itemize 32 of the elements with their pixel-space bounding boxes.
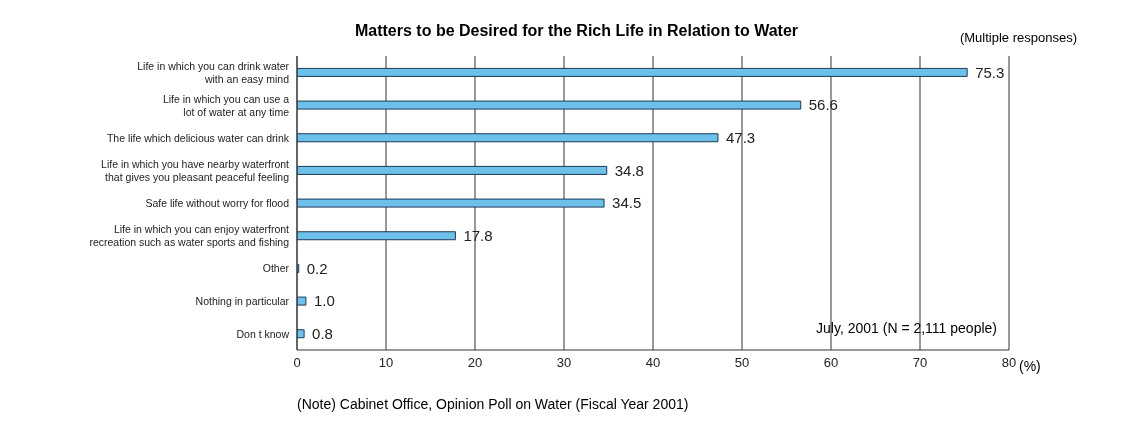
y-tick-label: The life which delicious water can drink — [106, 131, 290, 144]
x-tick-label: 30 — [556, 355, 572, 371]
y-tick-label: Don t know — [236, 327, 290, 340]
x-tick-label: 0 — [293, 355, 301, 371]
text: (Note) Cabinet Office, Opinion Poll on Water (Fiscal Year 2001) — [297, 396, 689, 412]
annotation: July, 2001 (N = 2,111 people) — [816, 320, 997, 336]
y-tick-label: Life in which you can enjoy waterfront recreation such as water sports and fishing — [89, 223, 290, 249]
y-tick-label: Life in which you can use a lot of water at any time — [162, 92, 290, 118]
y-tick-label: Other — [262, 262, 290, 275]
data-label: 0.2 — [306, 259, 328, 277]
chart-subtitle: (Multiple responses) — [959, 30, 1077, 45]
data-label: 75.3 — [975, 63, 1005, 81]
y-tick-label: Life in which you have nearby waterfront that gives you pleasant peaceful feeling — [101, 157, 290, 183]
data-label: 56.6 — [808, 96, 838, 114]
x-tick-label: 70 — [912, 355, 928, 371]
y-tick-label: Nothing in particular — [195, 295, 290, 307]
x-tick-label: 80 — [1001, 355, 1017, 371]
data-label: 1.0 — [313, 292, 335, 310]
data-label: 47.3 — [725, 129, 756, 147]
y-tick-label: Safe life without worry for flood — [145, 197, 290, 209]
x-tick-label: 20 — [467, 355, 483, 371]
x-tick-label: 50 — [734, 355, 750, 371]
x-axis-title: (%) — [1019, 358, 1041, 374]
data-label: 0.8 — [312, 325, 333, 343]
x-tick-label: 60 — [823, 355, 839, 371]
x-tick-label: 40 — [645, 355, 661, 371]
data-label: 17.8 — [463, 227, 493, 245]
data-label: 34.8 — [614, 161, 644, 179]
chart-title: Matters to be Desired for the Rich Life in Relation to Water — [354, 22, 798, 39]
y-tick-label: Life in which you can drink water with an easy mind — [137, 59, 290, 85]
x-tick-label: 10 — [378, 355, 394, 371]
data-label: 34.5 — [612, 194, 642, 212]
